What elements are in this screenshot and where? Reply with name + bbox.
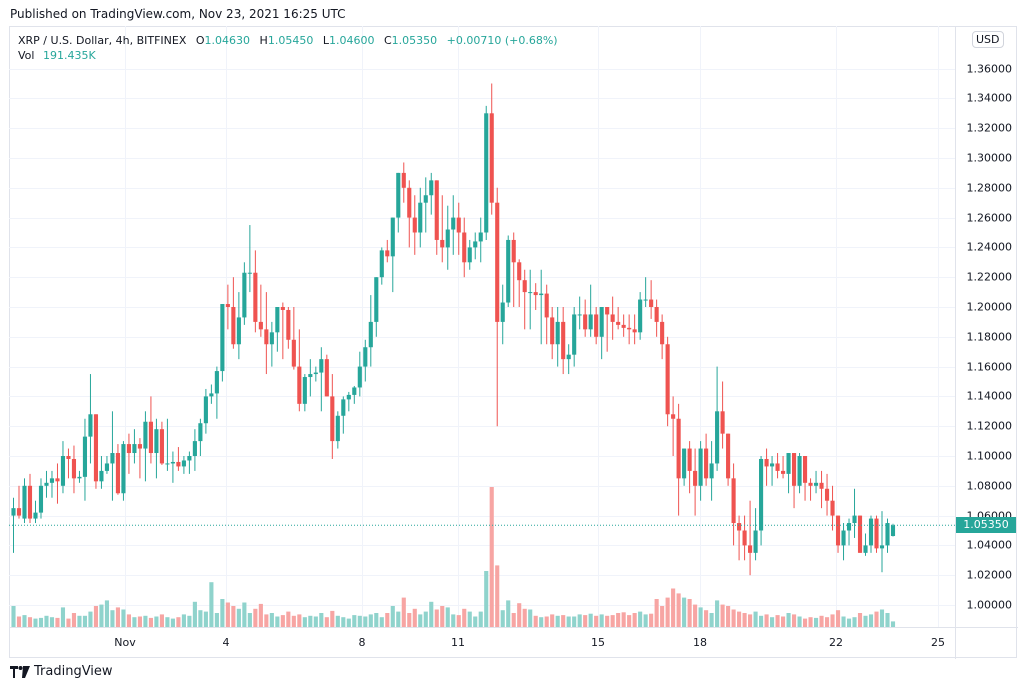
published-caption: Published on TradingView.com, Nov 23, 20… — [10, 7, 346, 21]
candles — [11, 83, 896, 576]
price-tick: 1.20000 — [966, 300, 1013, 314]
time-tick: 18 — [693, 636, 707, 649]
close-key: C — [383, 34, 392, 47]
axis-corner — [955, 627, 1018, 659]
price-tick: 1.00000 — [966, 598, 1013, 612]
price-tick: 1.22000 — [966, 270, 1013, 284]
price-axis[interactable]: 1.36000 1.34000 1.32000 1.30000 1.28000 1.260… — [955, 26, 1018, 627]
price-tick: 1.08000 — [966, 479, 1013, 493]
time-axis[interactable]: Nov 4 8 11 15 18 22 25 — [9, 627, 955, 659]
price-tick: 1.24000 — [966, 240, 1013, 254]
tradingview-logo-icon — [10, 665, 30, 678]
price-tick: 1.02000 — [966, 568, 1013, 582]
time-tick: 22 — [829, 636, 843, 649]
price-tick: 1.12000 — [966, 419, 1013, 433]
price-tick: 1.34000 — [966, 91, 1013, 105]
time-tick: 15 — [591, 636, 605, 649]
tradingview-branding[interactable]: TradingView — [10, 664, 113, 679]
price-tick: 1.18000 — [966, 330, 1013, 344]
price-tick: 1.04000 — [966, 538, 1013, 552]
low-key: L — [322, 34, 329, 47]
time-tick: 8 — [358, 636, 366, 649]
currency-button[interactable]: USD — [972, 31, 1004, 48]
candlestick-chart — [9, 26, 955, 627]
chart-legend: XRP / U.S. Dollar, 4h, BITFINEX O1.04630… — [18, 33, 558, 63]
price-tick: 1.16000 — [966, 360, 1013, 374]
symbol-label: XRP / U.S. Dollar, 4h, BITFINEX — [18, 34, 187, 47]
time-tick: 11 — [451, 636, 465, 649]
volume-bars — [11, 487, 896, 627]
price-tick: 1.10000 — [966, 449, 1013, 463]
time-tick: 4 — [222, 636, 230, 649]
volume-value: 191.435K — [42, 49, 96, 62]
high-key: H — [259, 34, 268, 47]
price-tick: 1.32000 — [966, 121, 1013, 135]
price-tick: 1.26000 — [966, 211, 1013, 225]
open-value: 1.04630 — [204, 34, 251, 47]
close-value: 1.05350 — [391, 34, 438, 47]
price-tick: 1.14000 — [966, 389, 1013, 403]
price-tick: 1.30000 — [966, 151, 1013, 165]
change-value: +0.00710 (+0.68%) — [446, 34, 558, 47]
high-value: 1.05450 — [267, 34, 314, 47]
price-tick: 1.36000 — [966, 62, 1013, 76]
current-price-label: 1.05350 — [956, 517, 1016, 534]
chart-frame — [9, 26, 1017, 658]
time-tick: Nov — [114, 636, 136, 649]
open-key: O — [195, 34, 205, 47]
low-value: 1.04600 — [328, 34, 375, 47]
volume-key: Vol — [18, 49, 35, 62]
time-tick: 25 — [931, 636, 945, 649]
price-tick: 1.28000 — [966, 181, 1013, 195]
chart-plot-area[interactable] — [9, 26, 955, 627]
tradingview-wordmark: TradingView — [34, 664, 113, 679]
